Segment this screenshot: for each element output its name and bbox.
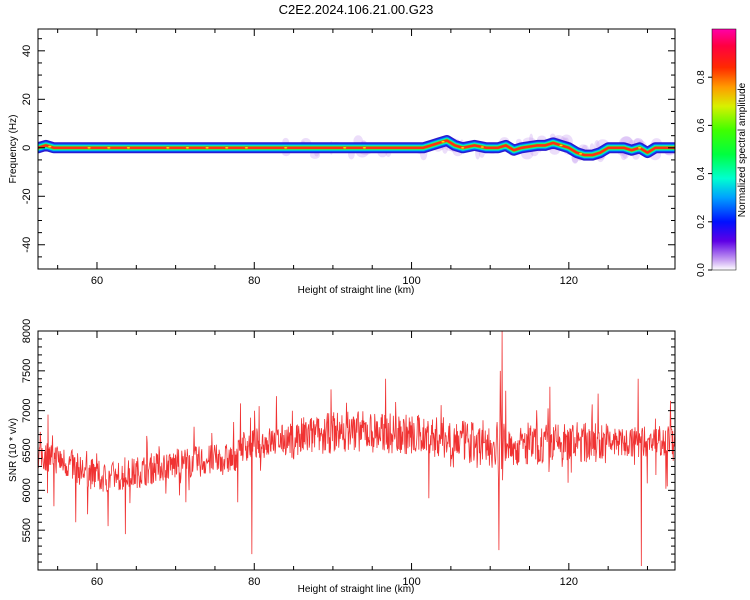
colorbar-label: Normalized spectral amplitude xyxy=(737,82,748,217)
spectrogram-peak xyxy=(284,147,288,149)
spectrogram-peak xyxy=(343,147,347,149)
colorbar-tick-label: 0.4 xyxy=(696,166,707,180)
spectrogram-peak xyxy=(461,147,465,149)
y-tick-label: 20 xyxy=(21,93,33,105)
spectrogram-peak xyxy=(441,140,445,143)
spectrogram-peak xyxy=(559,144,563,147)
spectrogram-peak xyxy=(362,147,366,149)
spectrogram-frame xyxy=(37,28,676,270)
spectrogram-peak xyxy=(87,147,91,149)
spectrogram-x-axis-label: Height of straight line (km) xyxy=(298,285,415,296)
colorbar-tick-label: 0.6 xyxy=(696,118,707,132)
figure-title: C2E2.2024.106.21.00.G23 xyxy=(279,2,434,17)
colorbar-tick-label: 0.2 xyxy=(696,214,707,228)
spectrogram-peak xyxy=(48,145,52,148)
x-tick-label: 120 xyxy=(560,576,578,588)
spectrogram-peak xyxy=(126,147,130,149)
snr-axis-ticks: 60 80 100 120 5500 6000 6500 7000 7500 8000 xyxy=(21,319,675,588)
colorbar-tick-label: 0.0 xyxy=(696,263,707,277)
x-tick-label: 120 xyxy=(560,275,578,287)
colorbar xyxy=(711,28,737,271)
snr-panel xyxy=(38,331,675,567)
y-tick-label: 7000 xyxy=(21,398,33,422)
y-tick-label: -20 xyxy=(21,188,33,204)
y-tick-label: -40 xyxy=(21,237,33,253)
y-tick-label: 40 xyxy=(21,45,33,57)
spectrogram-panel xyxy=(38,133,675,164)
y-tick-label: 5500 xyxy=(21,518,33,542)
y-tick-label: 7500 xyxy=(21,359,33,383)
colorbar-ticks: 0.0 0.2 0.4 0.6 0.8 xyxy=(696,70,712,277)
spectrogram-y-axis-label: Frequency (Hz) xyxy=(8,115,19,184)
snr-frame xyxy=(37,330,676,571)
colorbar-tick-label: 0.8 xyxy=(696,70,707,84)
spectrogram-peak xyxy=(480,146,484,148)
x-tick-label: 60 xyxy=(91,275,103,287)
snr-x-axis-label: Height of straight line (km) xyxy=(298,584,415,595)
x-tick-label: 80 xyxy=(248,275,260,287)
y-tick-label: 8000 xyxy=(21,319,33,343)
spectrogram-peak xyxy=(225,147,229,149)
snr-series-line xyxy=(38,331,675,567)
spectrogram-axis-ticks: 60 80 100 120 -40 -20 0 20 40 xyxy=(21,29,675,287)
y-tick-label: 6500 xyxy=(21,438,33,462)
spectrogram-peak xyxy=(166,147,170,149)
spectrogram-peak xyxy=(579,153,583,155)
snr-y-axis-label: SNR (10 * v/v) xyxy=(8,418,19,482)
spectrogram-peak xyxy=(185,147,189,149)
x-tick-label: 100 xyxy=(402,275,420,287)
y-tick-label: 0 xyxy=(21,145,33,151)
spectrogram-peak xyxy=(244,147,248,149)
spectrogram-peak xyxy=(638,147,642,149)
spectrogram-peak xyxy=(205,147,209,149)
x-tick-label: 100 xyxy=(402,576,420,588)
x-tick-label: 80 xyxy=(248,576,260,588)
spectrogram-peak xyxy=(107,147,111,149)
x-tick-label: 60 xyxy=(91,576,103,588)
y-tick-label: 6000 xyxy=(21,478,33,502)
